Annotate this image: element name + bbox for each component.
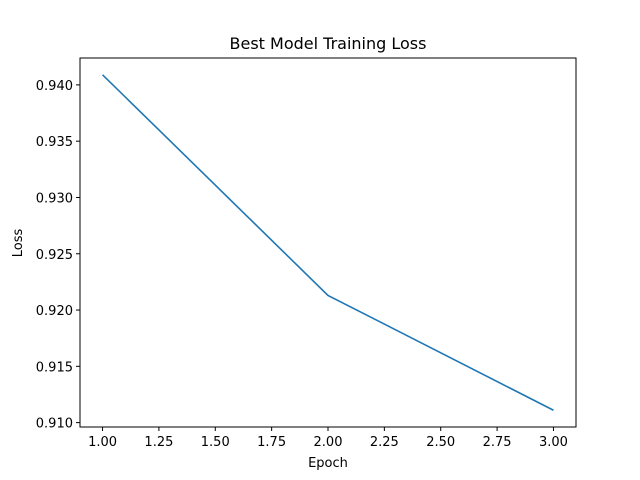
x-tick-label: 1.50 — [201, 435, 230, 450]
plot-frame — [79, 57, 577, 428]
chart-title: Best Model Training Loss — [230, 34, 427, 53]
y-tick-label: 0.935 — [36, 135, 73, 150]
x-tick-label: 2.50 — [426, 435, 455, 450]
y-axis-label: Loss — [11, 229, 26, 258]
y-tick-label: 0.925 — [36, 248, 73, 263]
x-tick-label: 2.25 — [370, 435, 399, 450]
y-tick-label: 0.910 — [36, 417, 73, 432]
series-group — [101, 74, 554, 411]
x-tick-label: 1.75 — [257, 435, 286, 450]
x-tick-label: 2.75 — [483, 435, 512, 450]
x-axis-ticks: 1.00 1.25 1.50 1.75 2.00 2.25 2.50 2.75 3.00 — [88, 427, 568, 450]
x-tick-label: 1.25 — [144, 435, 173, 450]
y-tick-label: 0.930 — [36, 191, 73, 206]
y-axis-ticks: 0.910 0.915 0.920 0.925 0.930 0.935 0.940 — [36, 79, 80, 432]
x-axis-label: Epoch — [308, 456, 348, 471]
x-tick-label: 2.00 — [314, 435, 343, 450]
x-tick-label: 3.00 — [539, 435, 568, 450]
loss-series-line — [101, 74, 554, 411]
y-tick-label: 0.915 — [36, 360, 73, 375]
x-tick-label: 1.00 — [88, 435, 117, 450]
y-tick-label: 0.920 — [36, 304, 73, 319]
y-tick-label: 0.940 — [36, 79, 73, 94]
